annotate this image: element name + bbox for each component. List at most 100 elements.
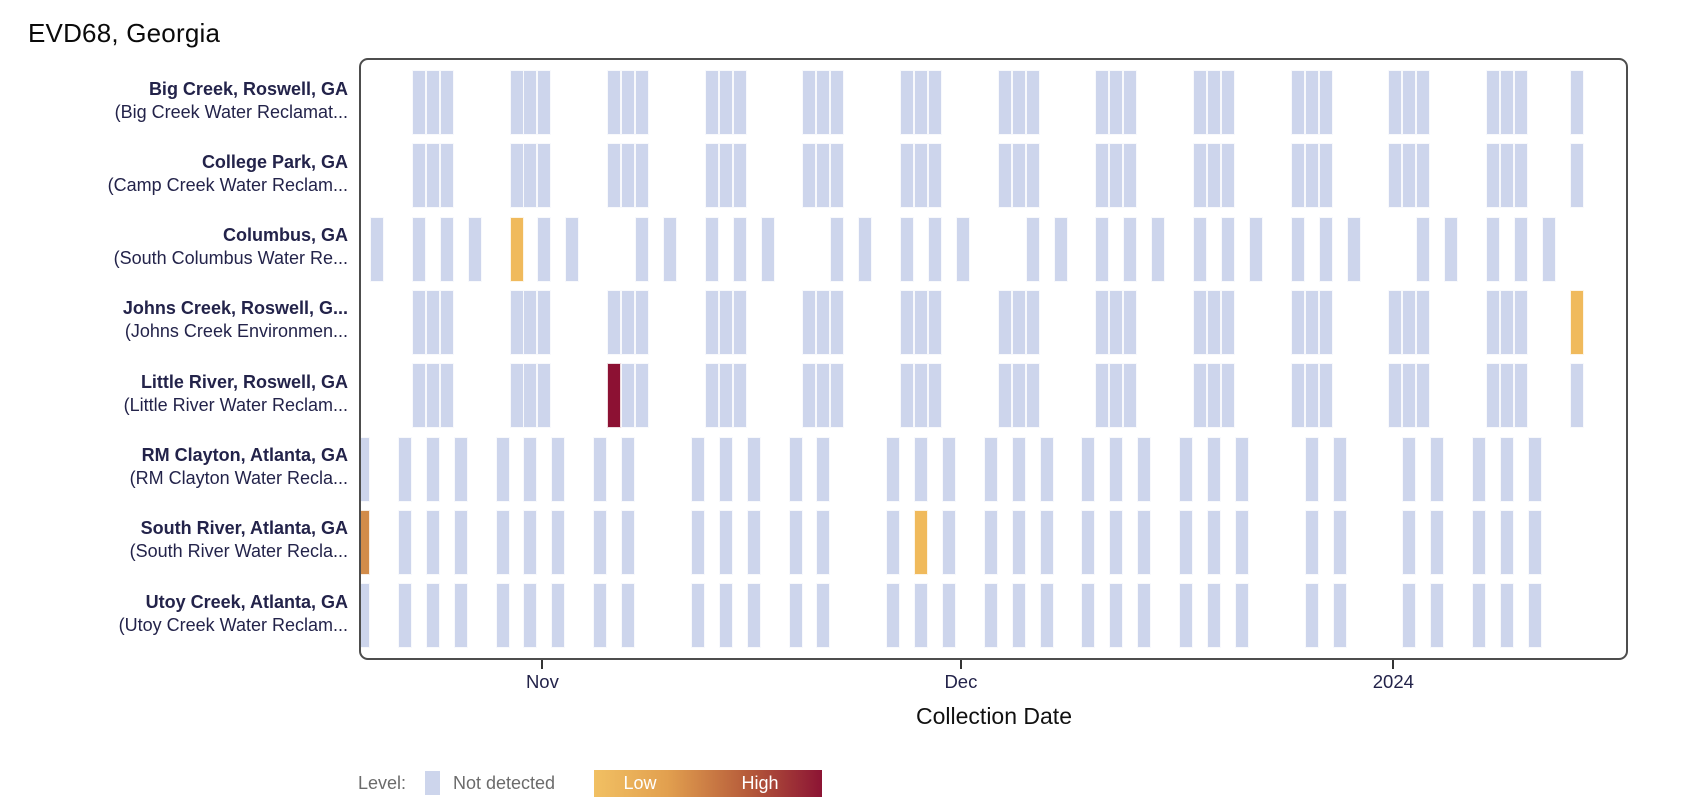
heatmap-tile (914, 143, 929, 209)
heatmap-tile (509, 70, 524, 135)
heatmap-tile (1402, 70, 1417, 135)
heatmap-tile (1025, 363, 1040, 429)
heatmap-tile (1416, 289, 1431, 355)
heatmap-tile (746, 509, 761, 575)
heatmap-tile (1430, 583, 1445, 649)
heatmap-tile (1513, 216, 1528, 282)
heatmap-tile (1569, 70, 1584, 135)
heatmap-tile (997, 143, 1012, 209)
heatmap-tile (635, 216, 650, 282)
heatmap-tile (1318, 216, 1333, 282)
heatmap-tile (830, 363, 845, 429)
heatmap-tile (1486, 289, 1500, 355)
heatmap-tile (1402, 436, 1417, 502)
heatmap-tile (1220, 363, 1235, 429)
heatmap-tile (1444, 216, 1459, 282)
heatmap-tile (1179, 436, 1194, 502)
heatmap-tile (467, 216, 482, 282)
heatmap-tile (1290, 363, 1305, 429)
heatmap-tile (523, 583, 538, 649)
heatmap-tile (411, 289, 426, 355)
heatmap-tile (1011, 509, 1026, 575)
heatmap-tile (760, 216, 775, 282)
heatmap-tile (914, 509, 929, 575)
heatmap-tile (802, 70, 817, 135)
heatmap-tile (1513, 289, 1528, 355)
heatmap-tile (411, 363, 426, 429)
heatmap-tile (621, 509, 636, 575)
heatmap-tile (928, 216, 942, 282)
heatmap-tile (886, 436, 901, 502)
heatmap-tile (565, 216, 580, 282)
heatmap-tile (900, 216, 915, 282)
heatmap-tile (453, 509, 468, 575)
legend-low-label: Low (623, 773, 657, 793)
heatmap-tile (607, 70, 622, 135)
heatmap-tile (361, 436, 371, 502)
heatmap-tile (1137, 583, 1152, 649)
site-name: Utoy Creek, Atlanta, GA (145, 591, 348, 612)
legend-swatch-not-detected (425, 771, 440, 795)
heatmap-tile (1220, 289, 1235, 355)
heatmap-tile (830, 289, 845, 355)
heatmap-tile (425, 363, 440, 429)
heatmap-tile (1346, 216, 1361, 282)
heatmap-tile (1193, 70, 1208, 135)
site-label: RM Clayton, Atlanta, GA (RM Clayton Water… (0, 431, 348, 504)
heatmap-tile (1290, 143, 1305, 209)
heatmap-tile (509, 143, 524, 209)
site-name: South River, Atlanta, GA (140, 518, 348, 539)
site-name: RM Clayton, Atlanta, GA (141, 445, 348, 465)
heatmap-tile (1304, 509, 1319, 575)
heatmap-tile (830, 70, 845, 135)
heatmap-tile (955, 216, 970, 282)
heatmap-tile (1388, 289, 1403, 355)
heatmap-tile (1081, 436, 1096, 502)
heatmap-tile (1304, 289, 1319, 355)
heatmap-tile (1095, 70, 1110, 135)
site-name: Columbus, GA (223, 225, 348, 246)
heatmap-tile (537, 289, 552, 355)
heatmap-tile (914, 583, 929, 649)
heatmap-tile (621, 363, 636, 429)
heatmap-tile (495, 436, 510, 502)
heatmap-tile (425, 70, 440, 135)
heatmap-tile (1304, 70, 1319, 135)
legend-label: Level: (358, 773, 407, 793)
heatmap-tile (788, 436, 803, 502)
heatmap-tile (1318, 143, 1333, 209)
heatmap-tile (607, 289, 622, 355)
heatmap-tile (453, 436, 468, 502)
heatmap-tile (1416, 143, 1431, 209)
heatmap-tile (704, 216, 719, 282)
heatmap-tile (997, 289, 1012, 355)
heatmap-tile (1081, 509, 1096, 575)
heatmap-tile (1207, 436, 1221, 502)
heatmap-tile (635, 363, 650, 429)
heatmap-tile (397, 583, 412, 649)
heatmap-tile (411, 143, 426, 209)
heatmap-tile (941, 436, 956, 502)
heatmap-tile (425, 289, 440, 355)
heatmap-tile (1402, 509, 1417, 575)
heatmap-tile (361, 509, 371, 575)
heatmap-tile (788, 509, 803, 575)
heatmap-tile (1039, 583, 1054, 649)
heatmap-tile (537, 143, 552, 209)
heatmap-tile (397, 509, 412, 575)
heatmap-tile (1513, 363, 1528, 429)
heatmap-tile (941, 509, 956, 575)
site-name: Big Creek, Roswell, GA (148, 78, 348, 99)
heatmap-tile (718, 143, 733, 209)
heatmap-tile (1025, 143, 1040, 209)
heatmap-tile (1011, 143, 1026, 209)
heatmap-tile (1290, 216, 1305, 282)
site-facility: (Camp Creek Water Reclam... (107, 174, 348, 195)
heatmap-tile (1402, 143, 1417, 209)
heatmap-tile (816, 583, 831, 649)
heatmap-tile (1095, 216, 1110, 282)
heatmap-tile (746, 436, 761, 502)
heatmap-tile (1472, 509, 1487, 575)
heatmap-tile (997, 363, 1012, 429)
heatmap-tile (1234, 583, 1249, 649)
